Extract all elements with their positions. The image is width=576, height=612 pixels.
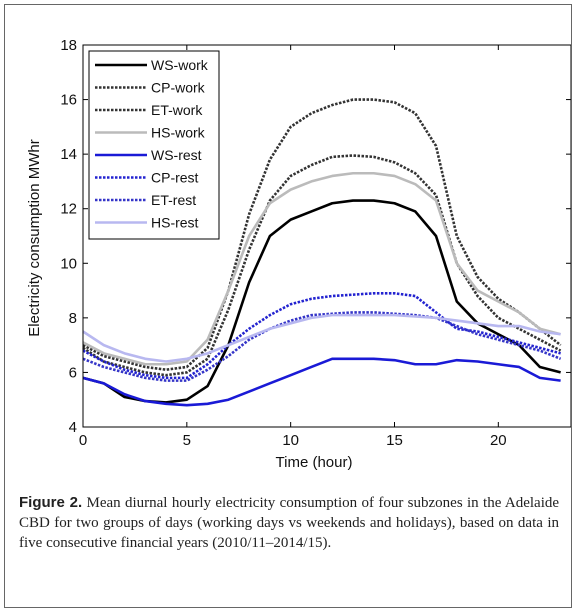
- y-tick-label: 6: [69, 364, 77, 381]
- legend-label: WS-work: [151, 57, 209, 73]
- x-tick-label: 10: [282, 432, 299, 449]
- legend-label: CP-work: [151, 80, 206, 96]
- y-tick-label: 16: [60, 92, 77, 109]
- plot-frame: [82, 44, 571, 428]
- caption-label: Figure 2.: [19, 494, 83, 511]
- legend-label: ET-work: [151, 102, 203, 118]
- series-line: [82, 292, 561, 380]
- x-tick-label: 20: [490, 432, 507, 449]
- legend-label: HS-rest: [151, 215, 199, 231]
- legend-label: WS-rest: [151, 147, 202, 163]
- legend-label: HS-work: [151, 125, 206, 141]
- series-line: [82, 171, 561, 366]
- y-tick-label: 12: [60, 201, 77, 218]
- x-axis-label: Time (hour): [276, 454, 353, 471]
- y-axis-label: Electricity consumption MWhr: [26, 139, 43, 337]
- y-tick-label: 8: [69, 310, 77, 327]
- y-tick-label: 14: [60, 146, 77, 163]
- caption-text: Mean diurnal hourly electricity consumpt…: [19, 495, 560, 551]
- caption: Figure 2. Mean diurnal hourly electricit…: [19, 493, 559, 553]
- x-tick-label: 5: [183, 432, 191, 449]
- series-line: [82, 98, 562, 371]
- chart: Time (hour) Electricity consumption MWhr…: [26, 37, 571, 471]
- x-tick-label: 15: [386, 432, 403, 449]
- y-tick-label: 10: [60, 255, 77, 272]
- legend-box: [88, 50, 220, 240]
- series-line: [82, 311, 562, 382]
- y-tick-label: 18: [60, 37, 77, 54]
- legend-label: CP-rest: [151, 170, 199, 186]
- series-line: [82, 313, 561, 363]
- legend: WS-work CP-work ET-work HS-work WS-rest CP-re…: [88, 50, 220, 240]
- x-tick-label: 0: [79, 432, 87, 449]
- y-tick-label: 4: [69, 419, 77, 436]
- series-line: [82, 357, 561, 407]
- legend-label: ET-rest: [151, 192, 196, 208]
- series-line: [82, 154, 562, 377]
- figure: Time (hour) Electricity consumption MWhr…: [4, 4, 572, 608]
